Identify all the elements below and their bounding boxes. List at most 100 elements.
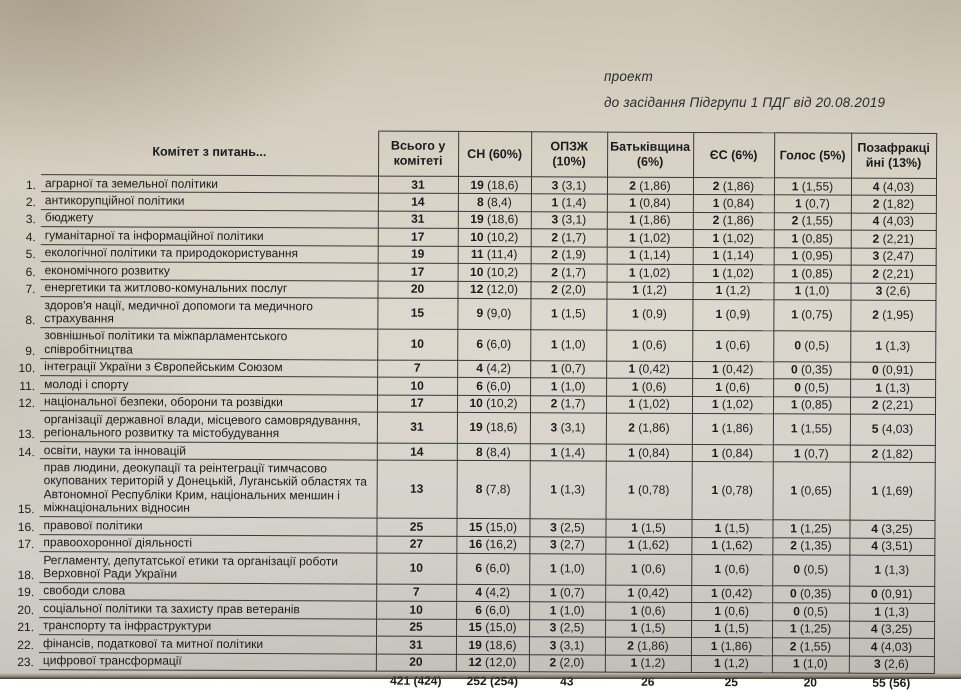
value-cell: 1 (1,02) xyxy=(606,229,693,248)
table-row: 18. Регламенту, депутатської етики та ор… xyxy=(13,551,935,587)
value-cell: 1 (0,6) xyxy=(691,602,773,621)
value-cell: 1 (1,0) xyxy=(771,655,849,674)
value-cell: 1 (0,42) xyxy=(606,360,693,379)
value-cell: 19 (18,6) xyxy=(455,636,530,655)
col-header-batkivshchyna: Батьківщина (6%) xyxy=(607,132,694,178)
value-cell: 8 (8,4) xyxy=(456,443,530,462)
value-cell: 1 (1,4) xyxy=(529,443,606,462)
value-cell: 2 (1,7) xyxy=(529,395,607,414)
col-header-opzzh: ОПЗЖ (10%) xyxy=(531,131,608,178)
committees-table: Комітет з питань... Всього у комітеті СН… xyxy=(13,129,937,691)
value-cell: 19 xyxy=(377,245,458,264)
value-cell: 1 (1,2) xyxy=(692,282,774,300)
value-cell: 1 (0,9) xyxy=(692,299,774,331)
value-cell: 1 (0,84) xyxy=(691,444,773,463)
value-cell: 1 (0,6) xyxy=(606,330,693,362)
value-cell: 1 (1,5) xyxy=(605,619,692,638)
value-cell: 1 (1,62) xyxy=(691,537,773,555)
value-cell: 1 (1,3) xyxy=(529,461,606,520)
value-cell: 3 (3,1) xyxy=(530,176,608,195)
value-cell: 1 (0,78) xyxy=(605,461,692,520)
row-number: 23. xyxy=(17,655,34,670)
committee-name-cell: гуманітарної та інформаційної політики xyxy=(40,226,378,246)
value-cell: 4 (4,03) xyxy=(850,213,936,231)
value-cell: 10 xyxy=(377,329,458,361)
value-cell: 1 (1,5) xyxy=(605,519,692,538)
value-cell: 3 (3,1) xyxy=(530,211,607,230)
row-number: 19. xyxy=(17,585,35,600)
row-number: 10. xyxy=(18,361,36,376)
value-cell: 4 (4,03) xyxy=(848,638,935,657)
value-cell: 1 (0,6) xyxy=(691,554,773,586)
value-cell: 4 (3,51) xyxy=(849,537,935,556)
value-cell: 2 (1,7) xyxy=(530,263,607,282)
value-cell: 1 (1,69) xyxy=(849,462,935,521)
value-cell: 3 (3,1) xyxy=(528,636,606,655)
value-cell: 4 (4,2) xyxy=(457,360,531,378)
value-cell: 6 (6,0) xyxy=(457,329,531,361)
committee-name-cell: організації державної влади, місцевого с… xyxy=(39,410,377,444)
value-cell: 2 (2,21) xyxy=(850,230,936,249)
value-cell: 1 (1,25) xyxy=(772,519,850,538)
value-cell: 12 (12,0) xyxy=(457,281,531,299)
value-cell: 3 (2,5) xyxy=(529,619,606,638)
value-cell: 6 (6,0) xyxy=(456,601,530,620)
committee-name-cell: антикорупційної політики xyxy=(40,192,378,211)
value-cell: 1 (1,0) xyxy=(529,553,606,586)
value-cell: 13 xyxy=(376,460,457,519)
value-cell: 25 xyxy=(376,518,457,537)
table-row: 8. здоров'я нації, медичної допомоги та … xyxy=(14,296,936,332)
committee-name-cell: енергетики та житлово-комунальних послуг xyxy=(40,279,378,299)
value-cell: 2 (1,35) xyxy=(772,537,850,556)
value-cell: 8 (7,8) xyxy=(456,460,530,519)
value-cell: 0 (0,35) xyxy=(772,585,850,604)
value-cell: 1 (1,0) xyxy=(530,377,607,396)
value-cell: 2 (1,55) xyxy=(771,638,850,656)
committee-name-cell: здоров'я нації, медичної допомоги та мед… xyxy=(40,296,378,330)
value-cell: 2 (1,9) xyxy=(530,246,607,265)
value-cell: 14 xyxy=(376,443,457,461)
committee-name-cell: зовнішньої політики та міжпарламентськог… xyxy=(40,327,378,360)
committee-name-cell: бюджету xyxy=(40,209,378,229)
value-cell: 1 (1,3) xyxy=(850,331,936,363)
value-cell: 6 (6,0) xyxy=(456,553,530,585)
value-cell: 3 (2,6) xyxy=(848,655,934,674)
value-cell: 1 (0,85) xyxy=(773,230,851,248)
value-cell: 3 (2,7) xyxy=(529,536,606,555)
value-cell: 0 (0,5) xyxy=(773,379,851,397)
row-number: 5. xyxy=(25,247,36,262)
value-cell: 1 (1,5) xyxy=(530,298,607,331)
value-cell: 10 xyxy=(377,377,458,396)
value-cell: 1 (0,7) xyxy=(529,584,606,603)
row-number: 9. xyxy=(25,343,36,358)
value-cell: 4 (3,25) xyxy=(849,620,935,639)
col-header-sn: СН (60%) xyxy=(458,131,532,177)
value-cell: 14 xyxy=(377,193,458,212)
value-cell: 12 (12,0) xyxy=(455,654,529,672)
value-cell: 5 (4,03) xyxy=(849,414,935,446)
value-cell: 1 (0,84) xyxy=(605,444,692,462)
value-cell: 2 (1,86) xyxy=(606,177,694,195)
table-row: 15. прав людини, деокупації та реінтегра… xyxy=(14,459,935,521)
value-cell: 10 (10,2) xyxy=(456,395,531,413)
value-cell: 25 xyxy=(376,618,457,637)
value-cell: 1 (1,02) xyxy=(606,264,693,283)
value-cell: 2 (1,86) xyxy=(692,177,775,196)
value-cell: 1 (0,6) xyxy=(605,554,692,586)
row-number: 8. xyxy=(25,313,36,328)
value-cell: 1 (0,42) xyxy=(605,585,692,603)
row-number: 22. xyxy=(17,637,35,652)
value-cell: 1 (1,62) xyxy=(605,536,692,555)
value-cell: 1 (1,86) xyxy=(606,211,693,230)
value-cell: 1 (0,42) xyxy=(692,361,774,380)
value-cell: 1 (1,5) xyxy=(691,519,773,538)
value-cell: 31 xyxy=(377,176,459,194)
value-cell: 10 (10,2) xyxy=(457,228,531,247)
value-cell: 17 xyxy=(376,394,458,413)
value-cell: 1 (1,3) xyxy=(849,603,935,622)
col-header-total: Всього у комітеті xyxy=(378,131,459,177)
value-cell: 1 (1,2) xyxy=(604,654,691,673)
col-header-yes: ЄС (6%) xyxy=(693,132,775,178)
value-cell: 1 (0,6) xyxy=(606,378,693,397)
value-cell: 20 xyxy=(377,280,458,299)
